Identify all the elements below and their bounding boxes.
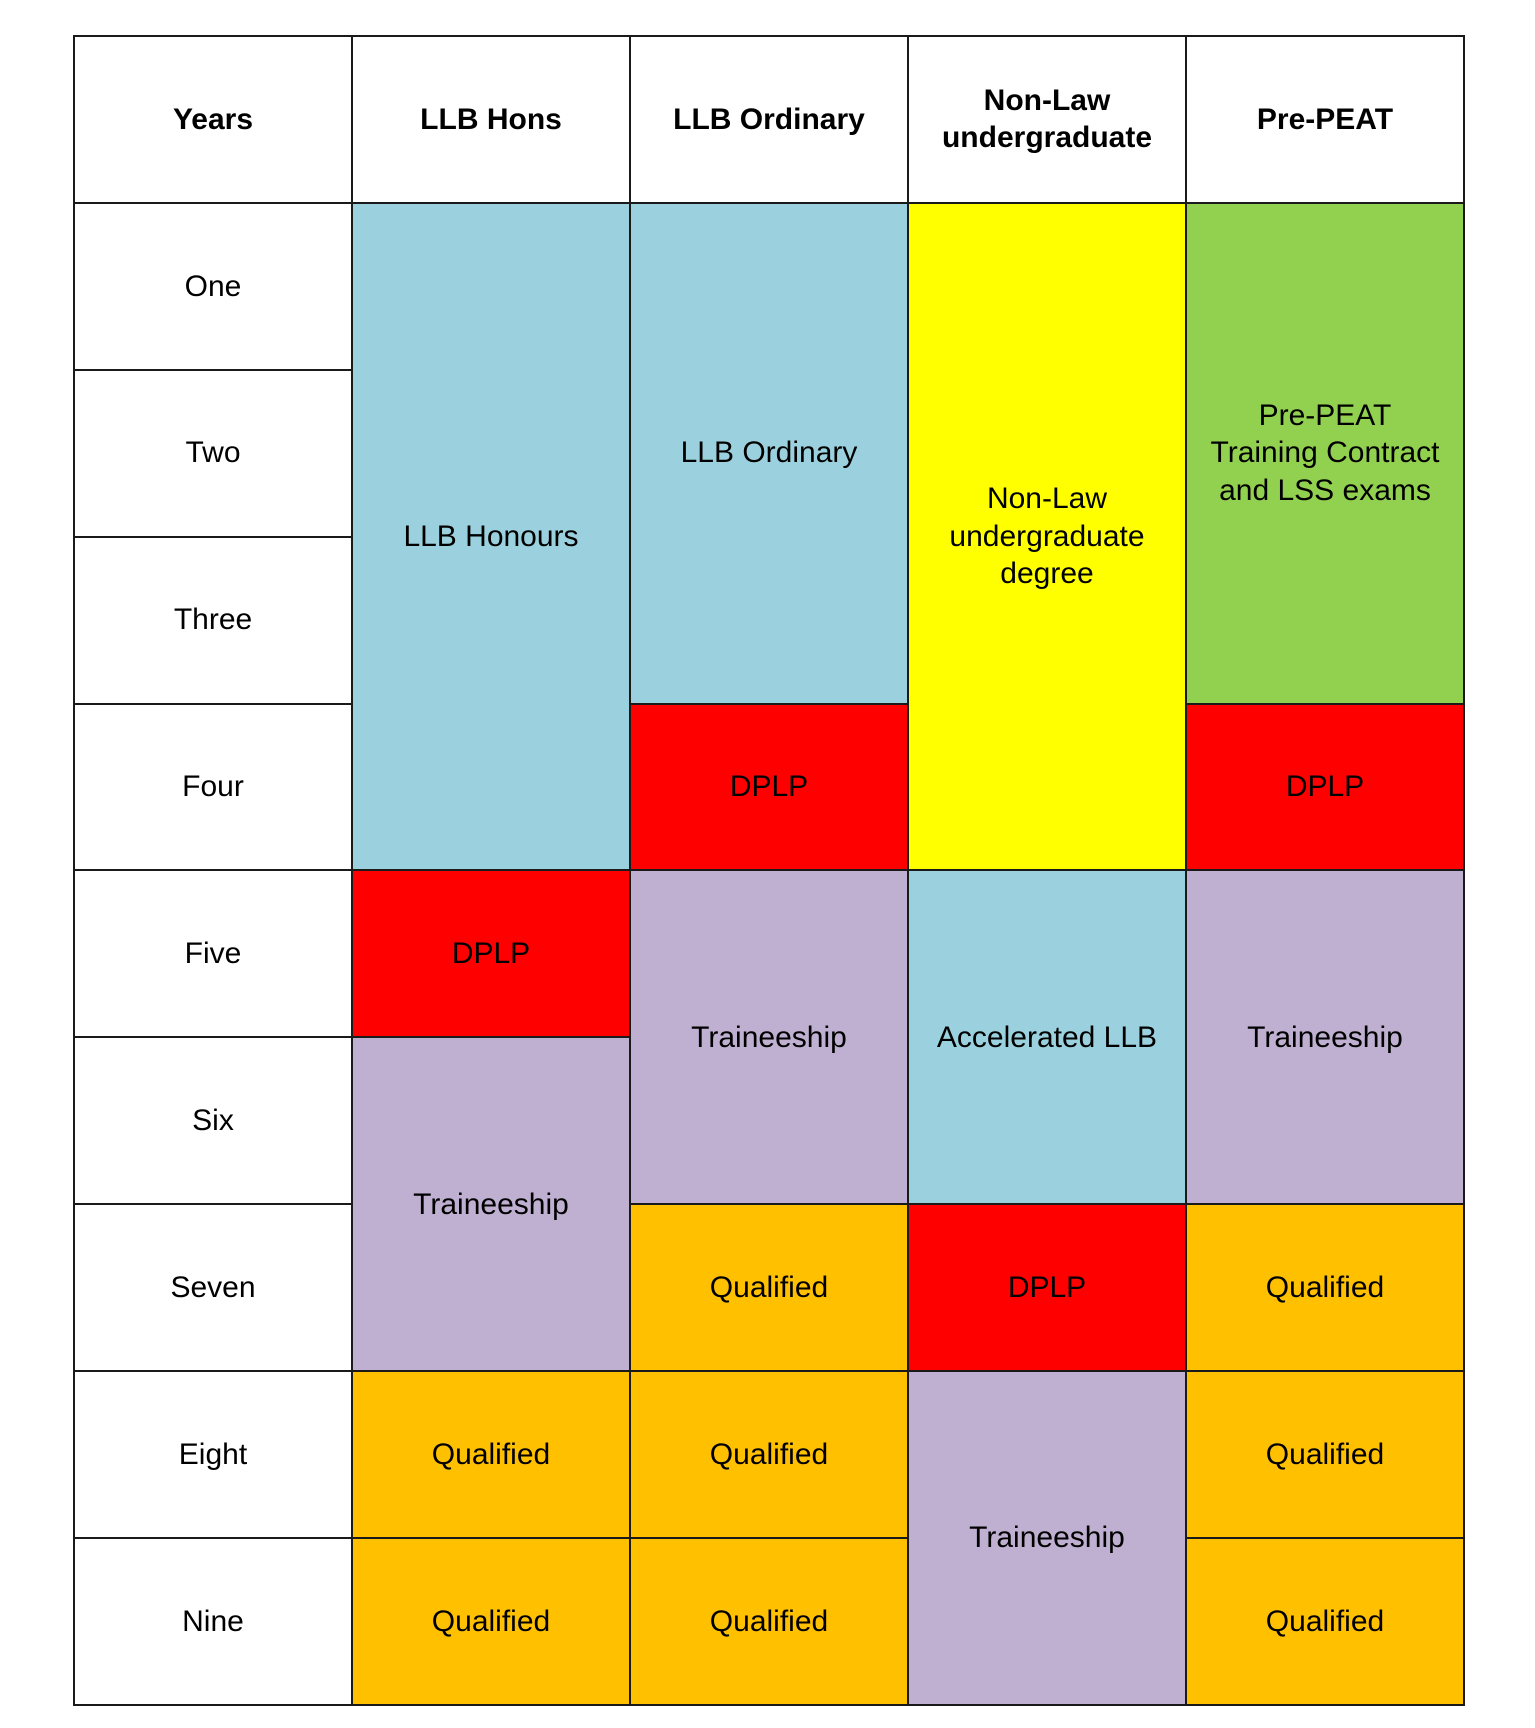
year-label: One (184, 269, 242, 303)
year-label: Nine (182, 1604, 244, 1638)
block-label: Qualified (709, 1437, 829, 1471)
block-dplp: DPLP (630, 703, 908, 871)
block-label: DPLP (729, 770, 809, 804)
block-label: Traineeship (413, 1187, 569, 1221)
block-label: Qualified (1265, 1437, 1385, 1471)
block-dplp: DPLP (908, 1204, 1186, 1372)
year-seven: Seven (74, 1204, 352, 1372)
block-qualified: Qualified (352, 1538, 630, 1705)
block-label: Qualified (709, 1604, 829, 1638)
header-label: Non-Law undergraduate (941, 83, 1153, 155)
block-label: Non-Law undergraduate degree (949, 482, 1145, 591)
year-five: Five (74, 870, 352, 1038)
block-label: DPLP (1285, 770, 1365, 804)
block-traineeship: Traineeship (908, 1371, 1186, 1705)
year-label: Three (173, 603, 253, 637)
header-years: Years (74, 36, 352, 203)
block-label: Pre-PEAT Training Contract and LSS exams (1210, 398, 1440, 507)
block-pre-peat: Pre-PEAT Training Contract and LSS exams (1186, 202, 1464, 704)
year-eight: Eight (74, 1371, 352, 1539)
block-qualified: Qualified (630, 1371, 908, 1539)
year-label: Eight (178, 1437, 248, 1471)
year-nine: Nine (74, 1538, 352, 1705)
year-three: Three (74, 536, 352, 704)
block-label: Qualified (1265, 1604, 1385, 1638)
block-label: LLB Ordinary (680, 436, 858, 470)
block-qualified: Qualified (1186, 1204, 1464, 1372)
block-qualified: Qualified (352, 1371, 630, 1539)
block-label: Qualified (431, 1437, 551, 1471)
block-dplp: DPLP (1186, 703, 1464, 871)
block-dplp: DPLP (352, 870, 630, 1038)
header-llb-ordinary: LLB Ordinary (630, 36, 908, 203)
block-qualified: Qualified (630, 1538, 908, 1705)
block-label: Traineeship (969, 1521, 1125, 1555)
year-label: Five (184, 937, 242, 971)
block-llb: LLB Ordinary (630, 202, 908, 704)
header-label: Pre-PEAT (1256, 102, 1394, 136)
block-llb: Accelerated LLB (908, 870, 1186, 1205)
year-one: One (74, 202, 352, 370)
block-traineeship: Traineeship (1186, 870, 1464, 1205)
year-label: Four (182, 770, 244, 804)
block-label: Qualified (709, 1270, 829, 1304)
block-label: Traineeship (691, 1020, 847, 1054)
year-four: Four (74, 703, 352, 871)
header-llb-hons: LLB Hons (352, 36, 630, 203)
block-label: Accelerated LLB (936, 1020, 1158, 1054)
block-qualified: Qualified (630, 1204, 908, 1372)
block-label: LLB Honours (403, 519, 579, 553)
header-label: LLB Hons (420, 102, 562, 136)
block-label: Qualified (431, 1604, 551, 1638)
block-traineeship: Traineeship (630, 870, 908, 1205)
header-label: Years (172, 102, 254, 136)
year-label: Seven (170, 1270, 256, 1304)
block-label: DPLP (451, 937, 531, 971)
block-qualified: Qualified (1186, 1538, 1464, 1705)
block-label: Qualified (1265, 1270, 1385, 1304)
career-path-table: Years LLB Hons LLB Ordinary Non-Law undergra… (73, 35, 1465, 1706)
block-llb: LLB Honours (352, 202, 630, 871)
block-label: DPLP (1007, 1270, 1087, 1304)
year-label: Two (185, 436, 241, 470)
year-six: Six (74, 1037, 352, 1205)
header-pre-peat: Pre-PEAT (1186, 36, 1464, 203)
year-label: Six (192, 1104, 234, 1138)
block-non-law: Non-Law undergraduate degree (908, 202, 1186, 871)
block-traineeship: Traineeship (352, 1037, 630, 1372)
block-label: Traineeship (1247, 1020, 1403, 1054)
header-non-law-undergraduate: Non-Law undergraduate (908, 36, 1186, 203)
year-two: Two (74, 369, 352, 537)
block-qualified: Qualified (1186, 1371, 1464, 1539)
header-label: LLB Ordinary (673, 102, 865, 136)
